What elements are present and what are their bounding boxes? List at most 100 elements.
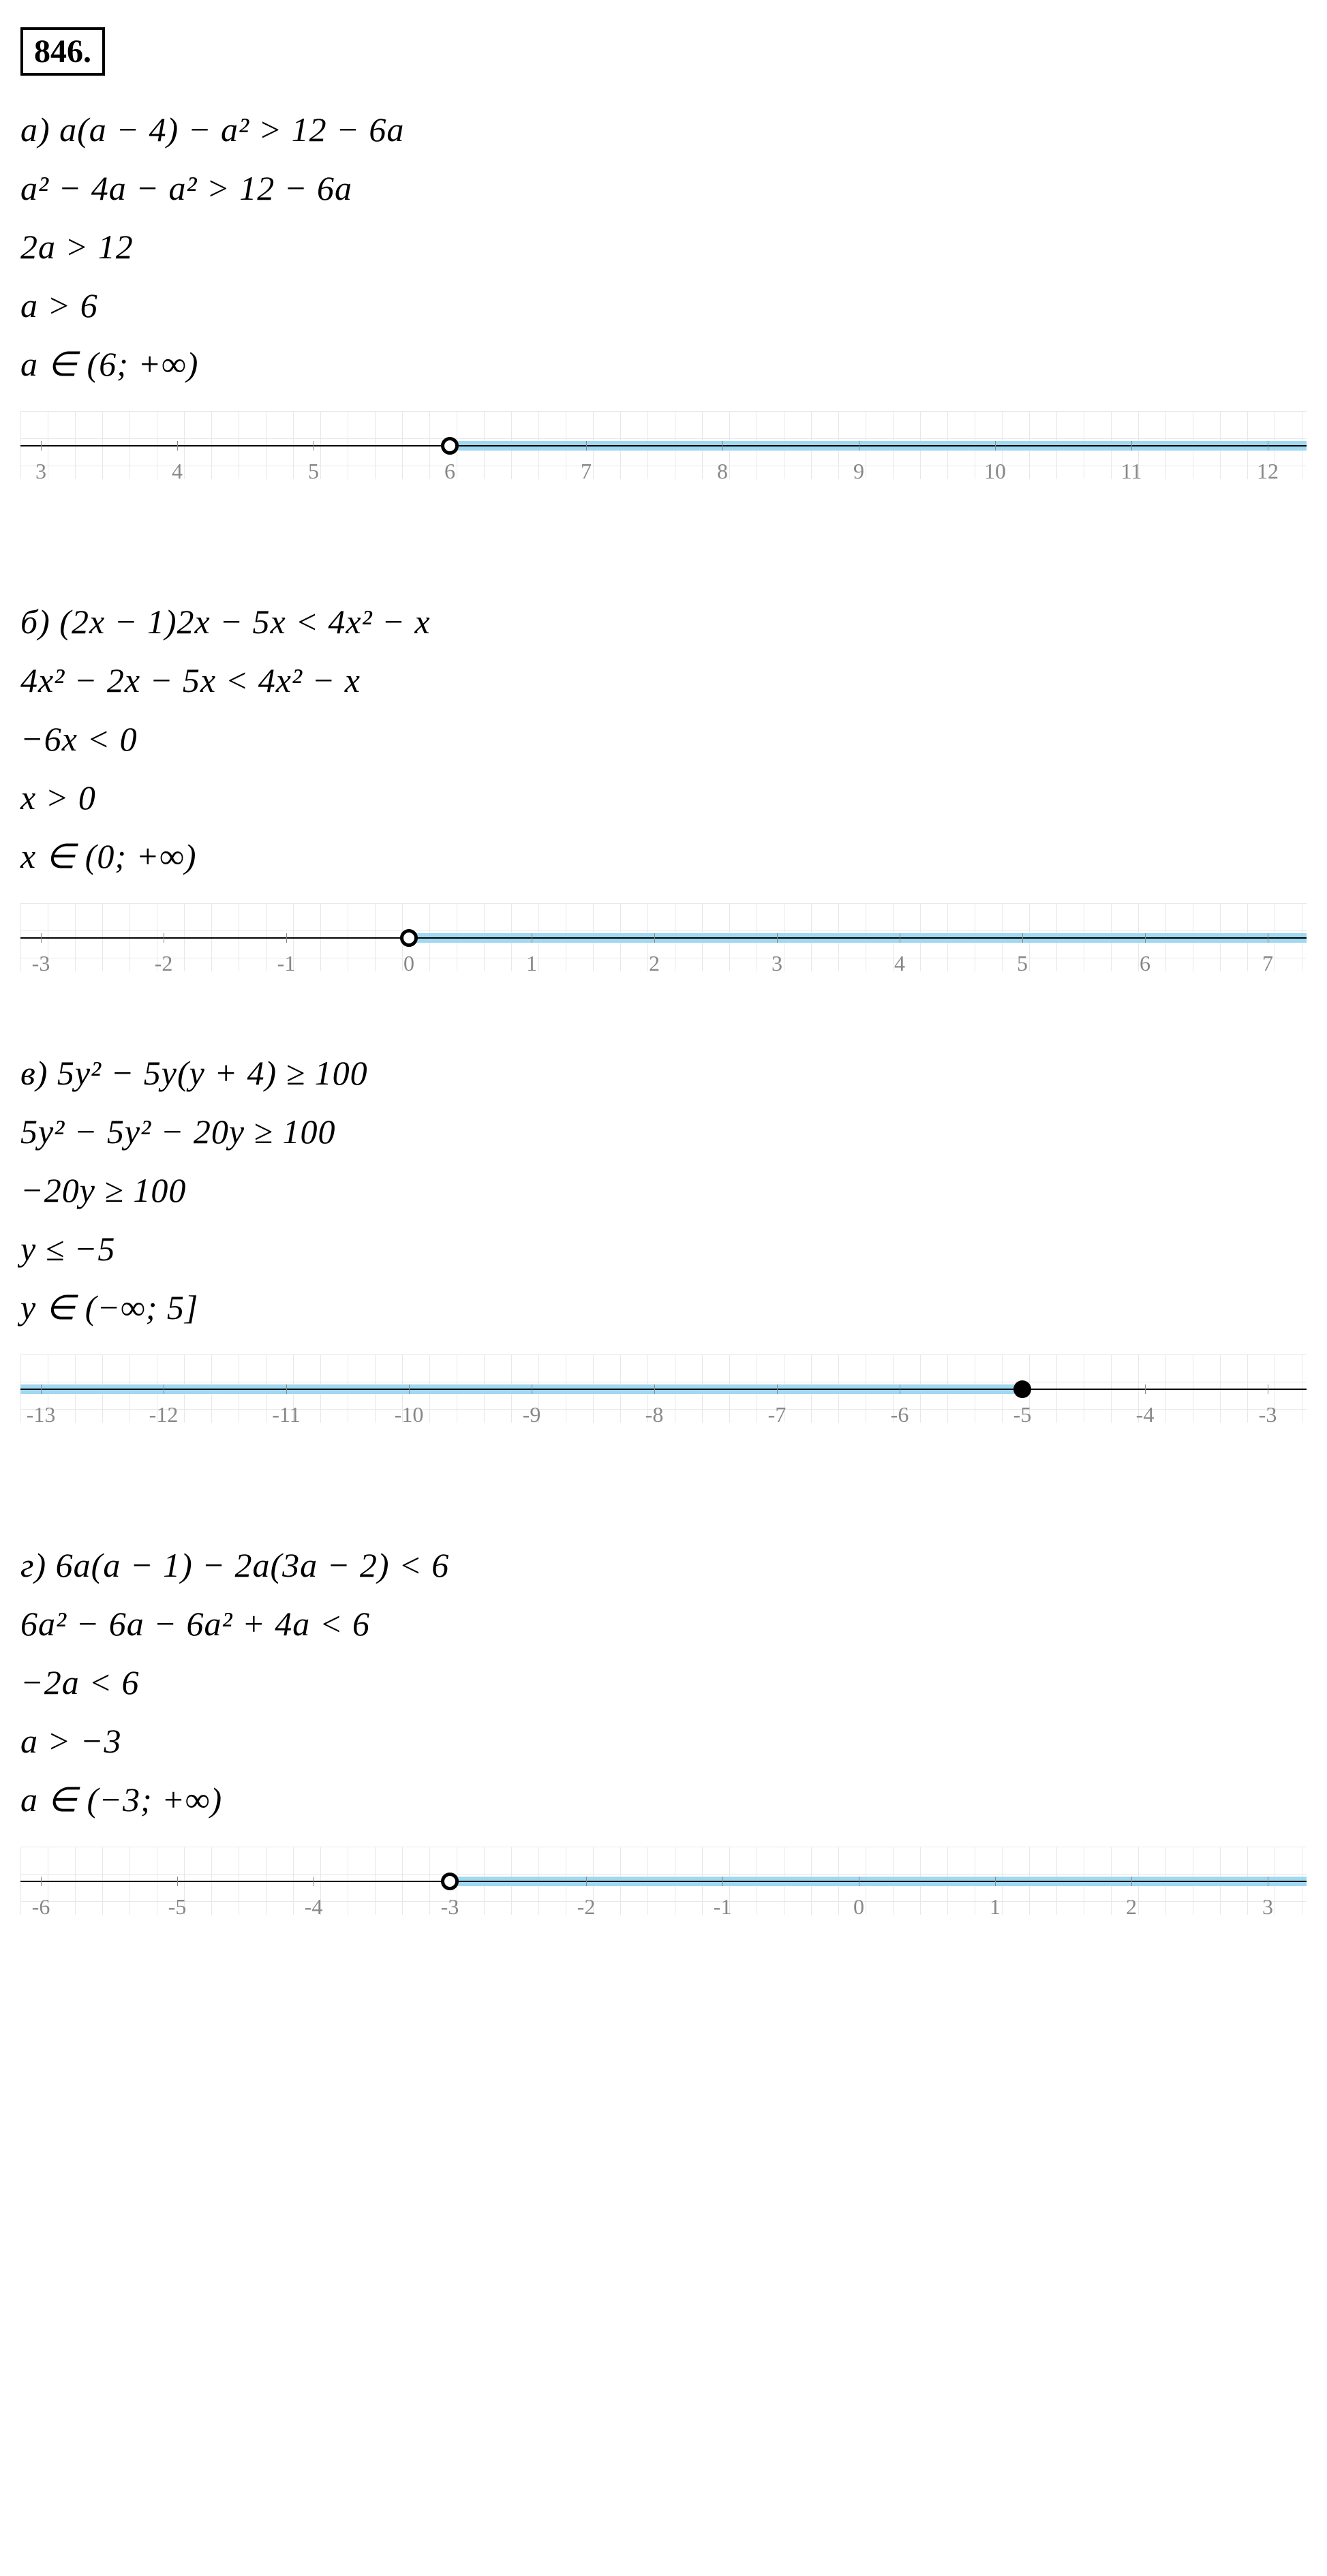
tick-mark	[586, 441, 587, 451]
math-line: в) 5y² − 5y(y + 4) ≥ 100	[20, 1053, 1307, 1093]
tick-label: -13	[27, 1402, 56, 1427]
tick-mark	[1145, 1384, 1146, 1394]
part-a: а) a(a − 4) − a² > 12 − 6a a² − 4a − a² …	[20, 110, 1307, 506]
math-line: a > 6	[20, 286, 1307, 325]
tick-mark	[777, 1384, 778, 1394]
tick-label: 8	[717, 459, 728, 484]
tick-mark	[1131, 1877, 1132, 1886]
tick-label: 4	[894, 951, 905, 976]
tick-label: 4	[172, 459, 183, 484]
equation: a(a − 4) − a² > 12 − 6a	[59, 110, 404, 149]
tick-label: -3	[441, 1894, 459, 1920]
tick-label: 11	[1121, 459, 1142, 484]
tick-mark	[722, 1877, 723, 1886]
math-line: −6x < 0	[20, 719, 1307, 759]
number-line-b: -3 -2 -1 0 1 2 3 4 5 6 7	[20, 903, 1307, 999]
tick-label: 6	[444, 459, 455, 484]
tick-mark	[41, 441, 42, 451]
tick-label: 7	[581, 459, 592, 484]
tick-label: 3	[35, 459, 46, 484]
tick-label: 0	[403, 951, 414, 976]
tick-label: -12	[149, 1402, 179, 1427]
tick-label: 3	[772, 951, 782, 976]
open-point-icon	[441, 437, 459, 455]
math-line: x ∈ (0; +∞)	[20, 836, 1307, 876]
tick-label: 0	[853, 1894, 864, 1920]
tick-label: 10	[984, 459, 1006, 484]
tick-mark	[1022, 933, 1023, 943]
tick-label: -2	[155, 951, 173, 976]
math-line: a > −3	[20, 1721, 1307, 1761]
math-line: г) 6a(a − 1) − 2a(3a − 2) < 6	[20, 1545, 1307, 1585]
tick-mark	[409, 1384, 410, 1394]
closed-point-icon	[1013, 1380, 1031, 1398]
part-c: в) 5y² − 5y(y + 4) ≥ 100 5y² − 5y² − 20y…	[20, 1053, 1307, 1450]
part-label: б)	[20, 603, 50, 641]
math-line: б) (2x − 1)2x − 5x < 4x² − x	[20, 602, 1307, 641]
tick-mark	[177, 441, 178, 451]
tick-mark	[177, 1877, 178, 1886]
tick-label: 6	[1140, 951, 1150, 976]
math-line: −2a < 6	[20, 1663, 1307, 1702]
tick-label: 5	[1017, 951, 1028, 976]
open-point-icon	[400, 929, 418, 947]
part-label: г)	[20, 1546, 46, 1584]
number-line-c: -13-12-11-10-9-8-7-6-5-4-3	[20, 1354, 1307, 1450]
axis-line	[20, 937, 1307, 939]
tick-label: -4	[305, 1894, 323, 1920]
tick-label: -5	[1013, 1402, 1032, 1427]
axis-line	[20, 1389, 1307, 1390]
tick-label: -1	[714, 1894, 732, 1920]
tick-mark	[995, 441, 996, 451]
number-line-d: -6-5-4-3-2-10123	[20, 1847, 1307, 1942]
tick-label: -9	[523, 1402, 541, 1427]
equation: 5y² − 5y(y + 4) ≥ 100	[57, 1054, 368, 1092]
equation: 6a(a − 1) − 2a(3a − 2) < 6	[56, 1546, 450, 1584]
tick-mark	[586, 1877, 587, 1886]
tick-label: 12	[1257, 459, 1279, 484]
math-line: 6a² − 6a − 6a² + 4a < 6	[20, 1604, 1307, 1643]
tick-mark	[995, 1877, 996, 1886]
math-line: a ∈ (6; +∞)	[20, 344, 1307, 384]
tick-label: -6	[32, 1894, 50, 1920]
tick-label: -10	[395, 1402, 424, 1427]
part-label: а)	[20, 110, 50, 149]
tick-mark	[1131, 441, 1132, 451]
tick-mark	[722, 441, 723, 451]
math-line: 4x² − 2x − 5x < 4x² − x	[20, 661, 1307, 700]
tick-mark	[41, 1384, 42, 1394]
tick-mark	[777, 933, 778, 943]
axis-line	[20, 445, 1307, 446]
tick-label: 1	[526, 951, 537, 976]
tick-label: -3	[1259, 1402, 1277, 1427]
tick-mark	[41, 1877, 42, 1886]
math-line: −20y ≥ 100	[20, 1170, 1307, 1210]
tick-label: -3	[32, 951, 50, 976]
tick-label: 3	[1262, 1894, 1273, 1920]
tick-label: 7	[1262, 951, 1273, 976]
number-line-a: 3456789101112	[20, 411, 1307, 506]
tick-mark	[654, 1384, 655, 1394]
math-line: 5y² − 5y² − 20y ≥ 100	[20, 1112, 1307, 1151]
math-line: y ≤ −5	[20, 1229, 1307, 1269]
tick-label: 2	[1126, 1894, 1137, 1920]
tick-label: -1	[277, 951, 296, 976]
part-d: г) 6a(a − 1) − 2a(3a − 2) < 6 6a² − 6a −…	[20, 1545, 1307, 1942]
part-label: в)	[20, 1054, 48, 1092]
math-line: a ∈ (−3; +∞)	[20, 1780, 1307, 1819]
math-line: 2a > 12	[20, 227, 1307, 267]
tick-label: 5	[308, 459, 319, 484]
math-line: а) a(a − 4) − a² > 12 − 6a	[20, 110, 1307, 149]
open-point-icon	[441, 1873, 459, 1890]
tick-label: -7	[768, 1402, 787, 1427]
tick-label: -8	[645, 1402, 664, 1427]
problem-number: 846.	[20, 27, 105, 76]
math-line: a² − 4a − a² > 12 − 6a	[20, 168, 1307, 208]
tick-label: -4	[1136, 1402, 1155, 1427]
tick-label: 2	[649, 951, 660, 976]
tick-mark	[286, 1384, 287, 1394]
part-b: б) (2x − 1)2x − 5x < 4x² − x 4x² − 2x − …	[20, 602, 1307, 999]
math-line: x > 0	[20, 778, 1307, 817]
tick-label: -5	[168, 1894, 187, 1920]
tick-label: 1	[990, 1894, 1001, 1920]
